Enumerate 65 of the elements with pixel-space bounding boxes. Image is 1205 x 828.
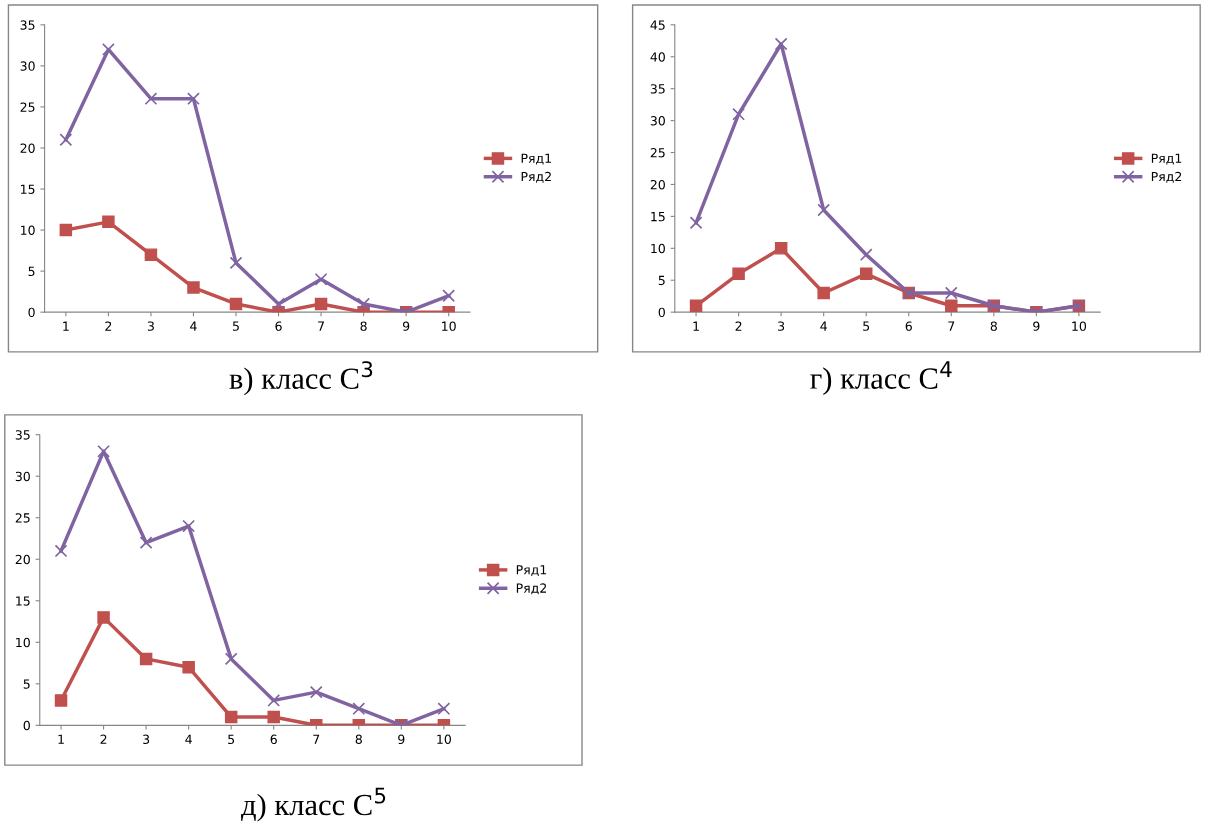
x-tick-label: 1 (63, 321, 69, 331)
y-tick-label: 30 (15, 471, 30, 482)
x-tick-label: 9 (398, 734, 405, 745)
y-tick-label: 0 (28, 307, 35, 318)
x-tick-label: 5 (232, 321, 239, 331)
x-tick-label: 5 (228, 734, 235, 745)
x-tick-label: 7 (318, 321, 324, 331)
y-tick-label: 10 (16, 637, 30, 648)
x-tick-label: 10 (437, 734, 451, 745)
x-tick-label: 7 (313, 734, 320, 744)
y-tick-label: 10 (651, 243, 665, 254)
text: д) класс C$^{5}$ (241, 787, 386, 822)
y-tick-label: 25 (650, 148, 665, 158)
x-tick-label: 3 (147, 321, 154, 331)
x-tick-label: 4 (190, 321, 197, 331)
x-tick-label: 9 (1033, 321, 1040, 331)
legend-label: Ряд2 (1151, 171, 1182, 183)
x-tick-label: 6 (275, 321, 282, 331)
text: г) класс C$^{4}$ (810, 361, 952, 396)
y-tick-label: 25 (15, 513, 30, 523)
x-tick-label: 3 (143, 734, 150, 745)
legend-label: Ряд2 (521, 171, 551, 183)
y-tick-label: 0 (658, 307, 665, 318)
x-tick-label: 6 (905, 321, 912, 331)
legend-label: Ряд2 (516, 583, 547, 595)
y-tick-label: 20 (15, 554, 30, 565)
y-tick-label: 40 (650, 52, 665, 62)
y-tick-label: 35 (15, 430, 30, 440)
y-tick-label: 15 (16, 596, 30, 606)
y-tick-label: 15 (21, 184, 35, 194)
legend-label: Ряд1 (516, 565, 547, 577)
x-tick-label: 10 (1072, 321, 1087, 331)
x-tick-label: 10 (442, 321, 456, 331)
x-tick-label: 5 (863, 321, 870, 331)
x-tick-label: 9 (402, 321, 410, 331)
x-tick-label: 6 (270, 734, 277, 745)
x-tick-label: 8 (990, 321, 997, 331)
text: в) класс C$^{3}$ (229, 361, 373, 396)
x-tick-label: 1 (58, 734, 64, 744)
y-tick-label: 35 (20, 20, 35, 30)
x-tick-label: 2 (105, 321, 112, 331)
y-tick-label: 15 (651, 212, 665, 222)
y-tick-label: 30 (650, 116, 665, 126)
y-tick-label: 5 (28, 266, 35, 277)
y-tick-label: 45 (650, 20, 665, 30)
x-tick-label: 8 (355, 734, 362, 745)
x-tick-label: 3 (778, 321, 785, 331)
x-tick-label: 1 (693, 321, 699, 331)
x-tick-label: 2 (735, 321, 742, 331)
legend-label: Ряд1 (1151, 153, 1182, 165)
y-tick-label: 5 (23, 679, 30, 689)
y-tick-label: 10 (21, 225, 35, 235)
y-tick-label: 30 (20, 61, 35, 71)
x-tick-label: 4 (185, 734, 192, 744)
y-tick-label: 0 (23, 720, 30, 731)
x-tick-label: 4 (820, 321, 827, 331)
x-tick-label: 7 (948, 321, 955, 331)
x-tick-label: 2 (100, 734, 107, 744)
y-tick-label: 25 (20, 102, 35, 112)
legend-label: Ряд1 (521, 153, 551, 165)
y-tick-label: 5 (658, 275, 665, 286)
y-tick-label: 20 (650, 179, 665, 190)
y-tick-label: 20 (20, 143, 35, 153)
x-tick-label: 8 (360, 321, 367, 331)
y-tick-label: 35 (650, 84, 665, 94)
